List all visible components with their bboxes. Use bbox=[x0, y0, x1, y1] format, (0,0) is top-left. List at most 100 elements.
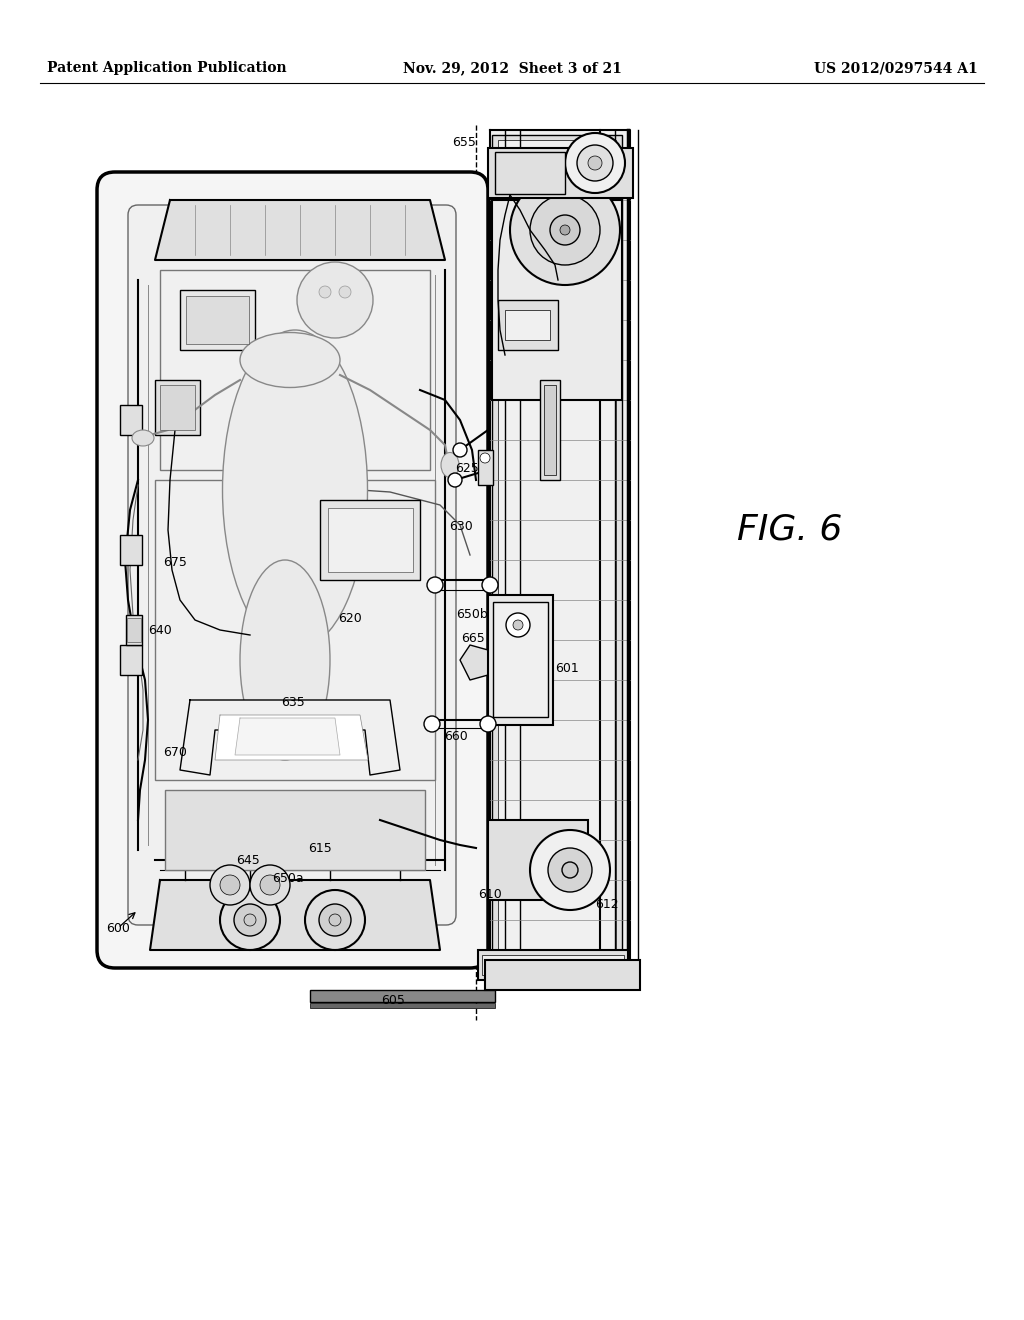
Bar bbox=[492, 201, 622, 400]
Bar bbox=[478, 950, 628, 979]
Circle shape bbox=[480, 453, 490, 463]
Circle shape bbox=[565, 133, 625, 193]
Text: 650b: 650b bbox=[456, 607, 487, 620]
Circle shape bbox=[588, 156, 602, 170]
Polygon shape bbox=[150, 880, 440, 950]
Circle shape bbox=[244, 913, 256, 927]
Text: 630: 630 bbox=[450, 520, 473, 532]
Circle shape bbox=[577, 145, 613, 181]
Text: 600: 600 bbox=[106, 921, 130, 935]
Text: 675: 675 bbox=[163, 556, 187, 569]
Polygon shape bbox=[490, 129, 630, 979]
Bar bbox=[155, 480, 435, 780]
Circle shape bbox=[550, 215, 580, 246]
FancyBboxPatch shape bbox=[97, 172, 488, 968]
Ellipse shape bbox=[132, 430, 154, 446]
Text: 640: 640 bbox=[148, 623, 172, 636]
Circle shape bbox=[510, 176, 620, 285]
Circle shape bbox=[220, 890, 280, 950]
Text: 665: 665 bbox=[461, 631, 485, 644]
Bar bbox=[485, 960, 640, 990]
Circle shape bbox=[530, 830, 610, 909]
Polygon shape bbox=[215, 715, 368, 760]
Polygon shape bbox=[234, 718, 340, 755]
Polygon shape bbox=[155, 201, 445, 260]
Circle shape bbox=[305, 890, 365, 950]
Circle shape bbox=[260, 875, 280, 895]
Bar bbox=[120, 405, 142, 436]
Text: 605: 605 bbox=[381, 994, 404, 1006]
Bar bbox=[120, 535, 142, 565]
Text: 670: 670 bbox=[163, 746, 187, 759]
Circle shape bbox=[449, 473, 462, 487]
Circle shape bbox=[548, 847, 592, 892]
Bar bbox=[478, 450, 493, 484]
Circle shape bbox=[427, 577, 443, 593]
Ellipse shape bbox=[240, 560, 330, 760]
Text: FIG. 6: FIG. 6 bbox=[737, 513, 843, 546]
Bar bbox=[180, 290, 255, 350]
Circle shape bbox=[319, 286, 331, 298]
Polygon shape bbox=[180, 700, 400, 775]
Text: 615: 615 bbox=[308, 842, 332, 854]
Bar bbox=[488, 148, 633, 198]
Bar bbox=[495, 152, 565, 194]
Bar bbox=[310, 1003, 495, 1008]
Bar bbox=[492, 135, 622, 975]
Text: 601: 601 bbox=[555, 661, 579, 675]
Circle shape bbox=[506, 612, 530, 638]
Text: 660: 660 bbox=[444, 730, 468, 742]
Circle shape bbox=[562, 862, 578, 878]
Bar bbox=[160, 271, 430, 470]
Circle shape bbox=[329, 913, 341, 927]
Circle shape bbox=[250, 865, 290, 906]
Bar bbox=[540, 380, 560, 480]
Bar bbox=[498, 300, 558, 350]
Bar bbox=[498, 140, 616, 968]
Ellipse shape bbox=[240, 333, 340, 388]
Bar bbox=[505, 310, 550, 341]
FancyBboxPatch shape bbox=[128, 205, 456, 925]
Polygon shape bbox=[460, 645, 488, 680]
Bar bbox=[488, 820, 588, 900]
Text: 610: 610 bbox=[478, 888, 502, 902]
Text: 650a: 650a bbox=[272, 871, 304, 884]
Bar bbox=[493, 602, 548, 717]
Text: US 2012/0297544 A1: US 2012/0297544 A1 bbox=[814, 61, 978, 75]
Circle shape bbox=[234, 904, 266, 936]
Circle shape bbox=[530, 195, 600, 265]
Text: 645: 645 bbox=[237, 854, 260, 866]
Text: 635: 635 bbox=[282, 696, 305, 709]
Bar bbox=[127, 618, 141, 642]
Ellipse shape bbox=[441, 453, 459, 478]
Bar bbox=[319, 500, 420, 579]
Circle shape bbox=[424, 715, 440, 733]
Ellipse shape bbox=[222, 330, 368, 649]
Circle shape bbox=[339, 286, 351, 298]
Circle shape bbox=[453, 444, 467, 457]
Text: 620: 620 bbox=[338, 611, 361, 624]
Circle shape bbox=[513, 620, 523, 630]
Text: Patent Application Publication: Patent Application Publication bbox=[47, 61, 287, 75]
Bar bbox=[482, 954, 624, 975]
Bar bbox=[488, 595, 553, 725]
Bar bbox=[544, 385, 556, 475]
Text: 625: 625 bbox=[455, 462, 479, 474]
Bar bbox=[120, 645, 142, 675]
Bar bbox=[310, 990, 495, 1002]
Bar bbox=[165, 789, 425, 870]
Text: 612: 612 bbox=[595, 899, 618, 912]
Circle shape bbox=[210, 865, 250, 906]
Circle shape bbox=[560, 224, 570, 235]
Circle shape bbox=[319, 904, 351, 936]
Bar bbox=[186, 296, 249, 345]
Bar bbox=[126, 615, 142, 645]
Circle shape bbox=[480, 715, 496, 733]
Text: 655: 655 bbox=[452, 136, 476, 149]
Bar bbox=[160, 385, 195, 430]
Bar bbox=[328, 508, 413, 572]
Circle shape bbox=[220, 875, 240, 895]
Text: Nov. 29, 2012  Sheet 3 of 21: Nov. 29, 2012 Sheet 3 of 21 bbox=[402, 61, 622, 75]
Circle shape bbox=[482, 577, 498, 593]
Bar bbox=[155, 380, 200, 436]
